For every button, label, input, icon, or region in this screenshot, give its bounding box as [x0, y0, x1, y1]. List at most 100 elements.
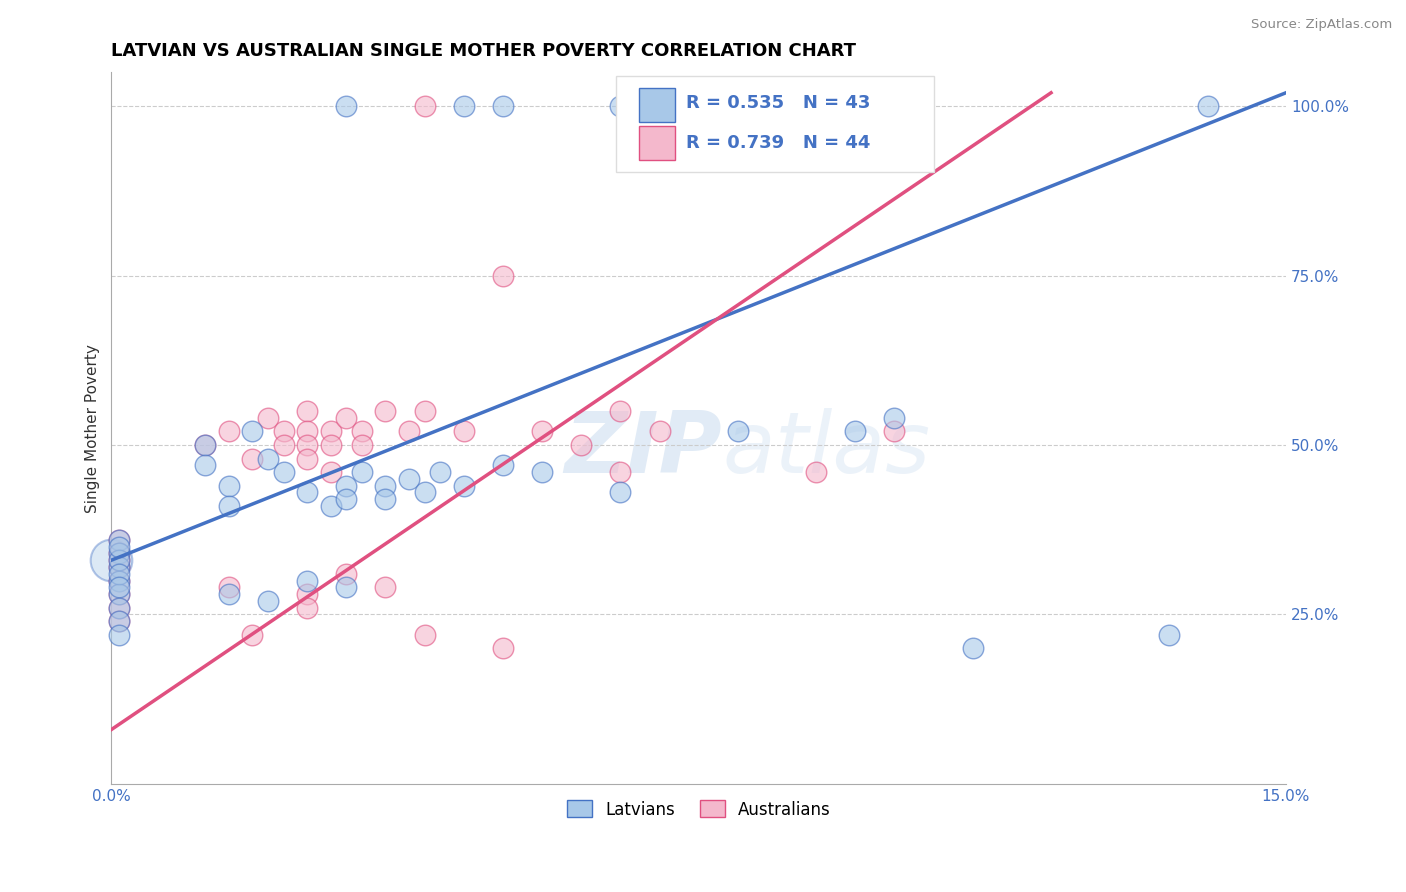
Point: [492, 268, 515, 283]
Point: [413, 485, 436, 500]
Point: [374, 492, 396, 507]
Point: [350, 425, 373, 439]
Point: [413, 628, 436, 642]
Point: [108, 560, 131, 574]
Point: [240, 628, 263, 642]
FancyBboxPatch shape: [616, 76, 934, 172]
Point: [295, 451, 318, 466]
Point: [374, 404, 396, 418]
Point: [218, 587, 240, 601]
Point: [883, 425, 905, 439]
Point: [108, 574, 131, 588]
Point: [453, 99, 475, 113]
Point: [218, 580, 240, 594]
Point: [240, 451, 263, 466]
Point: [295, 438, 318, 452]
Point: [108, 546, 131, 560]
Text: ZIP: ZIP: [565, 408, 723, 491]
Point: [100, 553, 122, 567]
Point: [609, 485, 631, 500]
Point: [350, 465, 373, 479]
Point: [295, 574, 318, 588]
Point: [194, 438, 217, 452]
Point: [194, 458, 217, 473]
FancyBboxPatch shape: [638, 127, 675, 161]
Point: [218, 478, 240, 492]
Point: [335, 566, 357, 581]
Point: [218, 425, 240, 439]
Y-axis label: Single Mother Poverty: Single Mother Poverty: [86, 343, 100, 513]
Point: [108, 533, 131, 547]
Point: [492, 641, 515, 656]
Point: [273, 465, 295, 479]
Point: [688, 99, 710, 113]
Point: [453, 425, 475, 439]
Point: [108, 566, 131, 581]
Point: [492, 458, 515, 473]
Point: [108, 560, 131, 574]
Point: [1197, 99, 1219, 113]
Legend: Latvians, Australians: Latvians, Australians: [560, 794, 838, 825]
Text: R = 0.535   N = 43: R = 0.535 N = 43: [686, 94, 870, 112]
Point: [273, 438, 295, 452]
Point: [648, 425, 671, 439]
Point: [257, 594, 280, 608]
Point: [374, 478, 396, 492]
Point: [335, 492, 357, 507]
Point: [295, 600, 318, 615]
Point: [727, 425, 749, 439]
Point: [194, 438, 217, 452]
Point: [883, 99, 905, 113]
Point: [962, 641, 984, 656]
Point: [335, 478, 357, 492]
Text: LATVIAN VS AUSTRALIAN SINGLE MOTHER POVERTY CORRELATION CHART: LATVIAN VS AUSTRALIAN SINGLE MOTHER POVE…: [111, 42, 856, 60]
Point: [108, 574, 131, 588]
Point: [350, 438, 373, 452]
Point: [413, 404, 436, 418]
Point: [335, 99, 357, 113]
Point: [108, 533, 131, 547]
Point: [108, 587, 131, 601]
Text: atlas: atlas: [723, 408, 931, 491]
Point: [413, 99, 436, 113]
Point: [273, 425, 295, 439]
Point: [257, 411, 280, 425]
Point: [569, 438, 592, 452]
Point: [492, 99, 515, 113]
Point: [398, 425, 420, 439]
Point: [844, 425, 866, 439]
Text: R = 0.739   N = 44: R = 0.739 N = 44: [686, 134, 870, 152]
Point: [398, 472, 420, 486]
Point: [883, 411, 905, 425]
Point: [295, 587, 318, 601]
Point: [531, 465, 554, 479]
Point: [108, 614, 131, 628]
Point: [108, 600, 131, 615]
Point: [335, 411, 357, 425]
Point: [295, 485, 318, 500]
Point: [453, 478, 475, 492]
Point: [108, 628, 131, 642]
Point: [108, 600, 131, 615]
Point: [108, 553, 131, 567]
Point: [319, 499, 342, 513]
Point: [319, 465, 342, 479]
Point: [429, 465, 451, 479]
Point: [108, 546, 131, 560]
Point: [609, 99, 631, 113]
Point: [609, 404, 631, 418]
Text: Source: ZipAtlas.com: Source: ZipAtlas.com: [1251, 18, 1392, 31]
Point: [319, 438, 342, 452]
Point: [1157, 628, 1180, 642]
Point: [108, 580, 131, 594]
Point: [295, 425, 318, 439]
Point: [804, 465, 827, 479]
Point: [240, 425, 263, 439]
Point: [335, 580, 357, 594]
FancyBboxPatch shape: [638, 88, 675, 122]
Point: [108, 553, 131, 567]
Point: [374, 580, 396, 594]
Point: [108, 540, 131, 554]
Point: [295, 404, 318, 418]
Point: [108, 614, 131, 628]
